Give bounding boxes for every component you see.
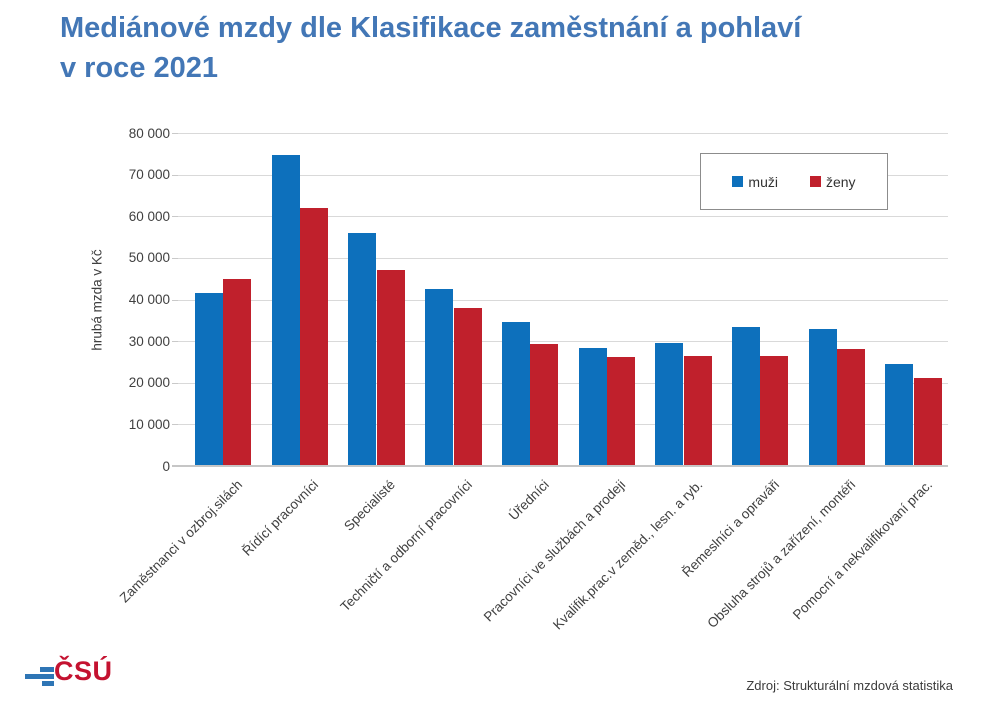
bar-muži-3 [425,288,454,466]
bar-muži-9 [885,364,914,466]
chart-title-line1: Mediánové mzdy dle Klasifikace zaměstnán… [60,12,802,44]
bar-ženy-0 [223,278,252,466]
legend-swatch-zeny-icon [809,176,821,187]
legend-swatch-muzi-icon [732,176,744,187]
y-tick-label: 80 000 [128,125,170,141]
gridline [178,174,948,176]
y-tick-mark [172,216,178,218]
gridline [178,424,948,426]
y-tick-label: 0 [162,458,170,474]
x-tick-label: Pracovníci ve službách a prodeji [480,477,629,625]
chart-title: Mediánové mzdy dle Klasifikace zaměstnán… [60,8,960,88]
bar-ženy-6 [683,356,712,466]
gridline [178,341,948,343]
x-tick-label: Obsluha strojů a zařízení, montéři [704,477,859,631]
x-tick-label: Kvalifik.prac.v zeměd., lesn. a ryb. [549,477,706,633]
y-tick-label: 70 000 [128,167,170,183]
gridline [178,216,948,218]
x-tick-label: Zaměstnanci v ozbroj.silách [116,477,245,606]
bar-ženy-1 [300,207,329,466]
bar-muži-1 [271,155,300,466]
legend-item-zeny: ženy [809,173,856,190]
gridline [178,257,948,259]
bar-muži-2 [348,232,377,466]
y-tick-label: 20 000 [128,375,170,391]
bar-muži-0 [195,293,223,466]
y-tick-mark [172,382,178,384]
y-tick-mark [172,341,178,343]
y-tick-mark [172,257,178,259]
x-tick-label: Techničtí a odborní pracovníci [337,477,475,615]
bar-muži-5 [578,348,607,466]
bar-muži-4 [501,321,530,466]
x-tick-label: Úředníci [505,477,552,524]
bar-ženy-3 [453,307,482,466]
gridline [178,133,948,134]
bar-muži-6 [655,343,684,466]
source-note: Zdroj: Strukturální mzdová statistika [746,678,953,693]
logo-stripe-icon [40,667,54,672]
x-tick-label: Specialisté [341,477,399,534]
x-tick-label: Řídící pracovníci [239,477,322,559]
y-tick-mark [172,424,178,426]
gridline [178,299,948,301]
y-tick-label: 40 000 [128,292,170,307]
y-tick-mark [172,174,178,176]
logo-stripe-icon [25,674,54,679]
y-tick-mark [172,299,178,301]
bar-ženy-9 [913,377,942,466]
y-tick-label: 60 000 [128,208,170,224]
bar-ženy-5 [606,356,635,466]
y-tick-label: 30 000 [128,333,170,349]
logo-stripe-icon [42,681,54,686]
bar-ženy-2 [376,269,405,466]
x-tick-label: Pomocní a nekvalifikovaní prac. [789,477,936,623]
csu-logo: ČSÚ [25,656,135,692]
bar-ženy-7 [760,355,789,466]
legend: muži ženy [700,153,888,210]
bar-muži-8 [808,328,837,466]
y-tick-label: 10 000 [128,416,170,432]
gridline [178,382,948,384]
legend-item-muzi: muži [732,174,778,190]
bar-ženy-8 [837,349,865,466]
legend-label-muzi: muži [748,173,778,190]
bar-ženy-4 [530,343,559,466]
bar-muži-7 [731,326,760,466]
chart-title-line2: v roce 2021 [60,52,219,84]
plot-area [172,133,948,467]
y-tick-label: 50 000 [128,250,170,266]
y-tick-mark [172,133,178,134]
x-axis-line [172,465,948,467]
legend-label-zeny: ženy [825,173,856,190]
logo-text: ČSÚ [54,656,113,686]
